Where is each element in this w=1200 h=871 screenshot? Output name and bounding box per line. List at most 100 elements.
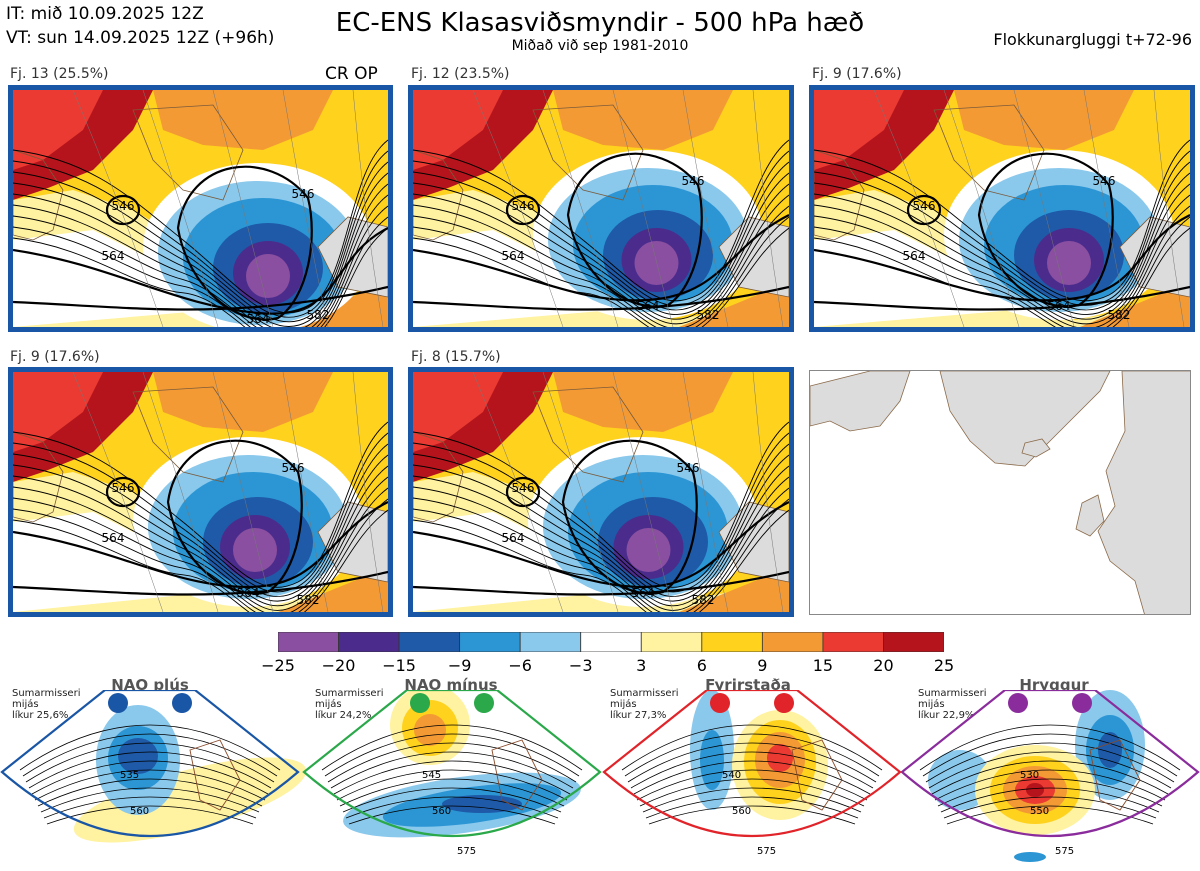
init-time: IT: mið 10.09.2025 12Z — [6, 4, 204, 24]
contour-label: 564 — [102, 249, 125, 263]
regime-marker — [774, 693, 794, 713]
contour-label: 564 — [637, 299, 660, 313]
regime-marker — [474, 693, 494, 713]
contour-label: 564 — [247, 312, 270, 326]
contour-label: 546 — [512, 481, 535, 495]
colorbar-tick: 6 — [696, 656, 707, 675]
colorbar-segment — [278, 632, 339, 652]
regime-contour-label: 550 — [1030, 806, 1049, 817]
contour-label: 564 — [903, 249, 926, 263]
regime-2-season: Sumarmisseri — [315, 688, 384, 699]
cluster-3-label: Fj. 9 (17.6%) — [812, 66, 902, 82]
colorbar-segment — [580, 632, 642, 652]
colorbar-segment — [519, 632, 582, 652]
cluster-4-label: Fj. 9 (17.6%) — [10, 349, 100, 365]
regime-3-info: Sumarmisseri mijás líkur 27,3% — [610, 688, 678, 721]
regime-marker — [108, 693, 128, 713]
colorbar-segment — [701, 632, 763, 652]
regime-contour-label: 560 — [732, 806, 751, 817]
british-isles-shape — [1075, 494, 1105, 537]
colorbar-tick: −25 — [261, 656, 295, 675]
colorbar-tick: −3 — [568, 656, 593, 675]
cluster-map-1: 546 546 564 564 582 — [8, 85, 393, 332]
regime-2-info: Sumarmisseri mijás líkur 24,2% — [315, 688, 383, 721]
regime-marker — [172, 693, 192, 713]
contour-label: 546 — [512, 199, 535, 213]
contour-label: 564 — [1048, 299, 1071, 313]
colorbar-tick: 9 — [757, 656, 768, 675]
colorbar-segment — [883, 632, 944, 652]
regime-4-unit: mijás — [918, 699, 945, 710]
regime-4-season: Sumarmisseri — [918, 688, 987, 699]
colorbar-tick: −20 — [321, 656, 356, 675]
regime-contour-label: 540 — [722, 770, 741, 781]
regime-sector-outline — [602, 690, 902, 837]
page-title: EC-ENS Klasasviðsmyndir - 500 hPa hæð — [335, 8, 865, 38]
regime-1-info: Sumarmisseri mijás líkur 25,6% — [12, 688, 80, 721]
canada-shape — [810, 371, 911, 432]
colorbar-tick: 25 — [933, 656, 955, 675]
contour-label: 564 — [502, 249, 525, 263]
classification-window: Flokkunargluggi t+72-96 — [993, 30, 1192, 49]
regime-sector-outline — [900, 690, 1200, 837]
colorbar-tick: 15 — [812, 656, 834, 675]
colorbar-segment — [459, 632, 521, 652]
contour-label: 564 — [502, 531, 525, 545]
colorbar-tick: −6 — [508, 656, 532, 675]
cluster-1-label: Fj. 13 (25.5%) — [10, 66, 109, 82]
base-map-svg — [810, 371, 1190, 614]
colorbar-segment — [338, 632, 400, 652]
cluster-map-5: 546 546 564 564 582 — [408, 367, 794, 617]
colorbar — [278, 632, 944, 652]
header-times: IT: mið 10.09.2025 12Z VT: sun 14.09.202… — [6, 2, 274, 50]
contour-label: 582 — [1108, 308, 1131, 322]
colorbar-segment — [398, 632, 461, 652]
regime-3-prob: líkur 27,3% — [610, 710, 667, 721]
regime-diagram: 530 550 575 — [900, 690, 1200, 862]
contour-label: 564 — [102, 531, 125, 545]
contour-label: 564 — [632, 586, 655, 600]
regime-2-prob: líkur 24,2% — [315, 710, 372, 721]
contour-label: 546 — [677, 461, 700, 475]
colorbar-tick: −15 — [382, 656, 416, 675]
colorbar-tick: 20 — [873, 656, 894, 675]
regime-diagrams: 535 560 545 560 575 540 560 575 530 550 575 — [0, 690, 1200, 862]
regime-contour-label: 575 — [757, 846, 776, 857]
regime-contour-label: 575 — [1055, 846, 1074, 857]
regime-sector-outline — [302, 690, 602, 837]
contour-label: 546 — [1093, 174, 1116, 188]
regime-1-unit: mijás — [12, 699, 39, 710]
regime-2-unit: mijás — [315, 699, 342, 710]
contour-label: 546 — [282, 461, 305, 475]
page-subtitle: Miðað við sep 1981-2010 — [511, 38, 689, 54]
contour-label: 546 — [682, 174, 705, 188]
regime-contour-label: 545 — [422, 770, 441, 781]
colorbar-segment — [640, 632, 703, 652]
colorbar-tick: 3 — [636, 656, 647, 675]
cluster-1-tag: CR OP — [325, 64, 378, 84]
regime-diagram: 545 560 575 — [302, 690, 602, 857]
colorbar-segment — [761, 632, 824, 652]
cluster-map-2: 546 546 564 564 582 — [408, 85, 794, 332]
contour-label: 546 — [112, 481, 135, 495]
cluster-map-4: 546 546 564 564 582 — [8, 367, 393, 617]
europe-shape — [1097, 371, 1190, 614]
regime-3-season: Sumarmisseri — [610, 688, 679, 699]
regime-sector-outline — [0, 690, 300, 837]
regime-1-prob: líkur 25,6% — [12, 710, 69, 721]
regime-marker — [1072, 693, 1092, 713]
contour-label: 546 — [292, 187, 315, 201]
contour-label: 546 — [112, 199, 135, 213]
contour-label: 582 — [297, 593, 320, 607]
regime-contour-label: 575 — [457, 846, 476, 857]
contour-label: 564 — [237, 586, 260, 600]
regime-3-unit: mijás — [610, 699, 637, 710]
regime-contour-label: 530 — [1020, 770, 1039, 781]
regime-4-info: Sumarmisseri mijás líkur 22,9% — [918, 688, 986, 721]
regime-marker — [410, 693, 430, 713]
iceland-shape — [1021, 438, 1051, 458]
regime-4-prob: líkur 22,9% — [918, 710, 975, 721]
regime-1-season: Sumarmisseri — [12, 688, 81, 699]
colorbar-segment — [822, 632, 884, 652]
regime-marker — [710, 693, 730, 713]
